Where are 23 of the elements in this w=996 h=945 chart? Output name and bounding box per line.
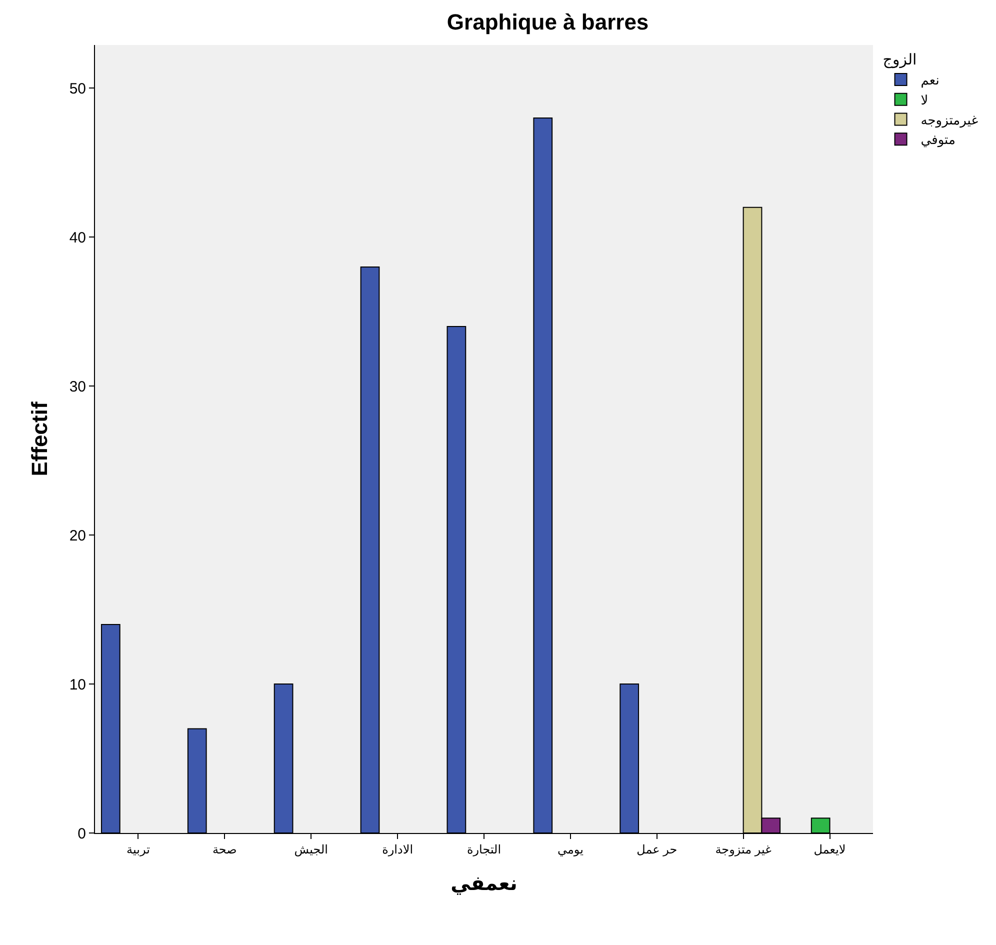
y-axis-title: Effectif <box>27 401 52 476</box>
y-tick-label: 50 <box>69 80 86 98</box>
y-tick-label: 40 <box>69 229 86 246</box>
legend-label: متوفي <box>920 132 956 148</box>
x-tick-label: يومي <box>557 842 584 856</box>
y-tick-label: 10 <box>69 676 86 694</box>
x-tick-label: صحة <box>212 842 237 856</box>
x-tick-label: غير متزوجة <box>715 842 772 856</box>
legend-title: الزوج <box>882 52 917 68</box>
y-tick-label: 30 <box>69 378 86 396</box>
x-tick-label: الادارة <box>382 842 414 856</box>
y-tick-label: 0 <box>78 825 86 842</box>
x-tick-label: التجارة <box>466 842 502 856</box>
x-tick-label: حر عمل <box>636 842 678 856</box>
x-tick-label: الجيش <box>294 842 328 856</box>
legend-label: لا <box>920 92 928 108</box>
legend-label: غيرمتزوجه <box>920 112 978 128</box>
chart-title: Graphique à barres <box>446 10 649 35</box>
x-axis-title: نعمفي <box>450 872 518 895</box>
x-tick-label: لايعمل <box>814 842 846 856</box>
legend-label: نعم <box>920 72 940 89</box>
x-tick-label: تربية <box>126 842 150 856</box>
y-tick-label: 20 <box>69 527 86 544</box>
